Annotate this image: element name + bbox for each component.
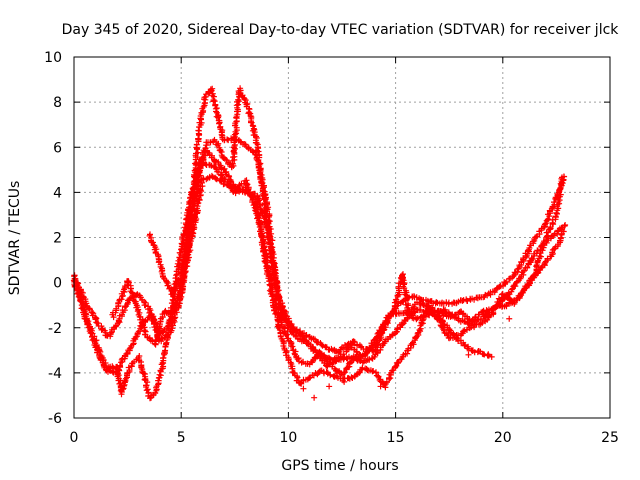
x-tick-label: 15 — [387, 430, 405, 446]
y-tick-label: 6 — [53, 140, 62, 156]
x-tick-label: 5 — [177, 430, 186, 446]
x-tick-label: 10 — [279, 430, 297, 446]
chart-title: Day 345 of 2020, Sidereal Day-to-day VTE… — [62, 22, 620, 38]
grid-lines — [74, 57, 610, 418]
y-tick-label: -2 — [48, 321, 62, 337]
plot-frame — [73, 56, 611, 419]
y-tick-label: 4 — [53, 185, 62, 201]
x-tick-label: 25 — [601, 430, 619, 446]
series-sparse-markers — [300, 315, 513, 401]
plus-markers — [300, 315, 513, 401]
y-tick-label: 8 — [53, 95, 62, 111]
plus-markers — [109, 172, 569, 370]
y-tick-label: 0 — [53, 276, 62, 292]
y-tick-label: 10 — [44, 50, 62, 66]
y-axis-label: SDTVAR / TECUs — [7, 181, 23, 296]
series-track-e — [109, 172, 569, 370]
x-tick-label: 0 — [70, 430, 79, 446]
y-tick-label: -4 — [48, 366, 62, 382]
y-tick-label: -6 — [48, 411, 62, 427]
x-tick-label: 20 — [494, 430, 512, 446]
y-tick-label: 2 — [53, 231, 62, 247]
axis-ticks: 0 5 10 15 20 25 -6 -4 -2 0 2 4 6 8 10 — [44, 50, 619, 446]
x-axis-label: GPS time / hours — [281, 458, 398, 474]
